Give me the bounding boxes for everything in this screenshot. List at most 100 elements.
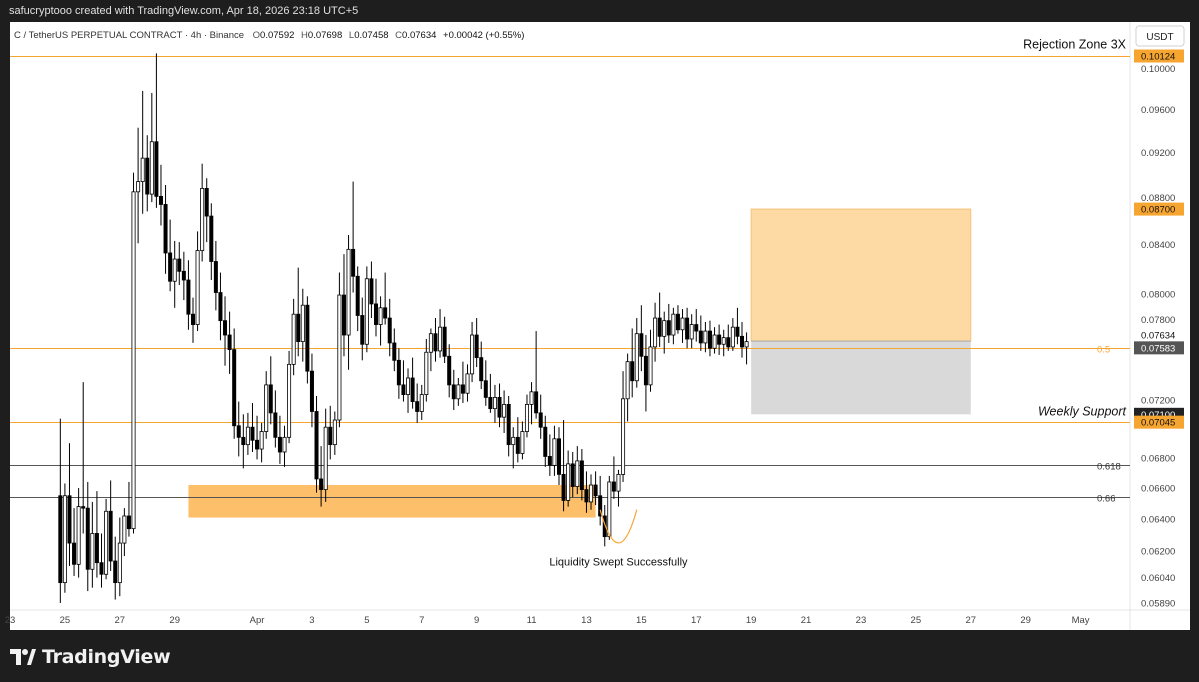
candle[interactable] xyxy=(460,361,465,404)
candle[interactable] xyxy=(140,90,145,214)
candle[interactable] xyxy=(717,324,722,355)
candle[interactable] xyxy=(190,297,195,343)
candle[interactable] xyxy=(392,328,397,372)
candle[interactable] xyxy=(104,498,109,580)
price-axis[interactable] xyxy=(1130,22,1190,630)
candle[interactable] xyxy=(442,316,447,364)
candle[interactable] xyxy=(309,353,314,428)
candle[interactable] xyxy=(62,483,67,593)
candle[interactable] xyxy=(515,417,520,463)
candle[interactable] xyxy=(410,357,415,409)
candle[interactable] xyxy=(122,508,127,557)
candle[interactable] xyxy=(131,172,136,534)
position-stop-box[interactable] xyxy=(751,341,971,415)
candle[interactable] xyxy=(447,344,452,398)
candle[interactable] xyxy=(72,508,77,576)
candle[interactable] xyxy=(529,382,534,425)
candle[interactable] xyxy=(643,335,648,412)
candle[interactable] xyxy=(227,311,232,374)
candle[interactable] xyxy=(502,390,507,433)
candle[interactable] xyxy=(90,501,95,588)
candle[interactable] xyxy=(712,327,717,354)
candle[interactable] xyxy=(488,373,493,413)
candle[interactable] xyxy=(277,415,282,464)
candle[interactable] xyxy=(579,449,584,501)
candle[interactable] xyxy=(524,394,529,438)
candle[interactable] xyxy=(666,303,671,343)
candle[interactable] xyxy=(332,411,337,455)
candle[interactable] xyxy=(154,53,159,208)
candle[interactable] xyxy=(616,469,621,507)
candle[interactable] xyxy=(648,329,653,392)
currency-button[interactable]: USDT xyxy=(1135,25,1185,47)
candle[interactable] xyxy=(145,135,150,212)
candle[interactable] xyxy=(497,383,502,428)
candle[interactable] xyxy=(108,480,113,571)
candle[interactable] xyxy=(534,331,539,419)
candle[interactable] xyxy=(282,425,287,467)
candle[interactable] xyxy=(305,296,310,384)
candle[interactable] xyxy=(419,384,424,421)
candle[interactable] xyxy=(81,382,86,534)
candle[interactable] xyxy=(204,178,209,243)
candle[interactable] xyxy=(506,395,511,457)
candle[interactable] xyxy=(58,418,63,603)
candle[interactable] xyxy=(195,231,200,332)
candle[interactable] xyxy=(168,219,173,292)
candle[interactable] xyxy=(337,272,342,428)
candle[interactable] xyxy=(360,297,365,361)
candle[interactable] xyxy=(543,415,548,467)
candle[interactable] xyxy=(483,360,488,406)
candle[interactable] xyxy=(186,260,191,330)
candle[interactable] xyxy=(232,328,237,439)
candle[interactable] xyxy=(200,163,205,262)
candle[interactable] xyxy=(163,184,168,274)
candle[interactable] xyxy=(67,443,72,566)
candle[interactable] xyxy=(149,92,154,203)
candle[interactable] xyxy=(721,329,726,357)
candle[interactable] xyxy=(557,427,562,486)
candle[interactable] xyxy=(593,471,598,506)
candle[interactable] xyxy=(177,242,182,285)
candle[interactable] xyxy=(181,251,186,301)
candle[interactable] xyxy=(396,348,401,399)
candle[interactable] xyxy=(680,309,685,343)
candle[interactable] xyxy=(662,311,667,354)
tradingview-logo[interactable]: TradingView xyxy=(10,646,171,668)
candle[interactable] xyxy=(607,475,612,540)
candle[interactable] xyxy=(268,356,273,425)
symbol-legend[interactable]: C / TetherUS PERPETUAL CONTRACT · 4h · B… xyxy=(14,30,524,41)
candle[interactable] xyxy=(223,296,228,366)
candle[interactable] xyxy=(474,318,479,368)
candle[interactable] xyxy=(273,390,278,448)
candle[interactable] xyxy=(657,292,662,347)
candle[interactable] xyxy=(94,491,99,578)
candle[interactable] xyxy=(744,332,749,365)
candle[interactable] xyxy=(653,302,658,362)
candle[interactable] xyxy=(685,307,690,349)
candle[interactable] xyxy=(511,427,516,469)
candle[interactable] xyxy=(355,266,360,332)
candle[interactable] xyxy=(323,408,328,502)
candle[interactable] xyxy=(584,471,589,513)
candle[interactable] xyxy=(726,324,731,351)
candle[interactable] xyxy=(552,425,557,476)
candle[interactable] xyxy=(401,360,406,402)
candle[interactable] xyxy=(117,517,122,597)
candle[interactable] xyxy=(314,395,319,493)
candle[interactable] xyxy=(287,350,292,444)
long-position-layer[interactable] xyxy=(750,208,972,415)
candle[interactable] xyxy=(209,203,214,281)
candle[interactable] xyxy=(351,181,356,293)
candle[interactable] xyxy=(456,377,461,406)
candle[interactable] xyxy=(76,488,81,578)
candle[interactable] xyxy=(291,298,296,376)
demand-zone[interactable] xyxy=(188,485,596,518)
candle[interactable] xyxy=(406,368,411,413)
candle[interactable] xyxy=(369,261,374,319)
candle[interactable] xyxy=(218,272,223,341)
candle[interactable] xyxy=(424,338,429,402)
candle[interactable] xyxy=(378,296,383,346)
candle[interactable] xyxy=(598,475,603,526)
